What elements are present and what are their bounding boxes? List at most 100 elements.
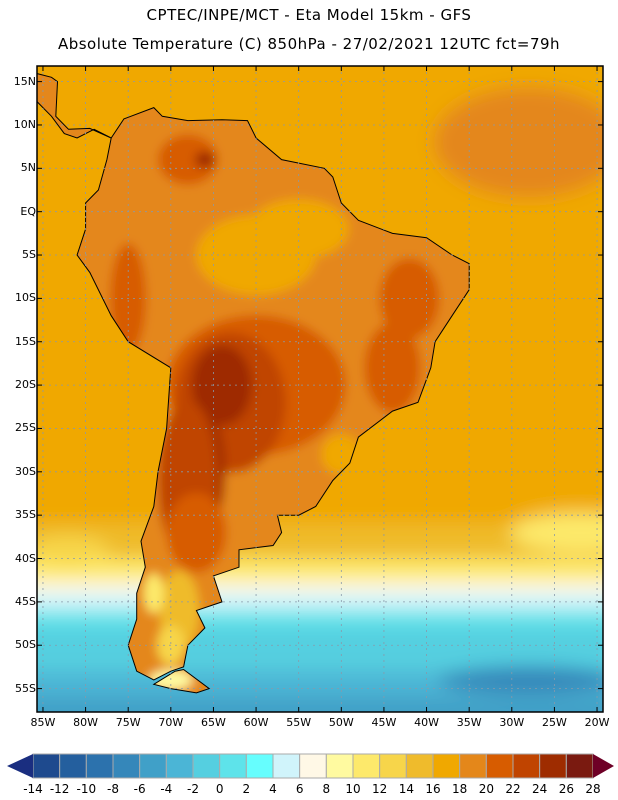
colorbar-swatch <box>432 753 461 779</box>
lon-label: 75W <box>115 716 141 729</box>
colorbar-label: 6 <box>295 782 304 796</box>
temperature-blob <box>166 492 227 573</box>
temperature-blob <box>364 322 421 413</box>
warm-region <box>433 87 603 198</box>
lon-label: 30W <box>499 716 525 729</box>
lon-label: 80W <box>73 716 99 729</box>
colorbar-label: -14 <box>23 782 43 796</box>
colorbar-swatch <box>299 753 327 779</box>
lon-label: 40W <box>414 716 439 729</box>
lon-label: 70W <box>158 716 184 729</box>
colorbar-label: 12 <box>372 782 388 796</box>
temperature-band <box>37 627 603 672</box>
lat-lon-grid <box>37 66 603 712</box>
colorbar-label: 2 <box>242 782 251 796</box>
lat-label: 10N <box>13 117 36 131</box>
colorbar-label: 18 <box>452 782 468 796</box>
lon-label: 60W <box>243 716 269 729</box>
colorbar-swatch <box>245 753 274 779</box>
colorbar-label: 16 <box>425 782 441 796</box>
colorbar-swatch <box>85 753 114 779</box>
colorbar-label: 0 <box>215 782 224 796</box>
colorbar-label: 20 <box>478 782 494 796</box>
temperature-blob <box>143 573 164 614</box>
temperature-band <box>37 580 603 594</box>
colorbar-over-arrow <box>593 754 614 778</box>
colorbar-swatch <box>165 753 194 779</box>
colorbar-swatch <box>192 753 221 779</box>
lon-label: 85W <box>30 716 56 729</box>
lat-label: 5S <box>22 248 36 262</box>
temperature-blob <box>194 151 215 168</box>
lat-label: 55S <box>15 681 36 695</box>
lon-label: 45W <box>371 716 397 729</box>
lat-label: 40S <box>15 551 36 565</box>
colorbar-label: 28 <box>585 782 601 796</box>
colorbar-label: 8 <box>322 782 331 796</box>
colorbar <box>7 753 614 779</box>
temperature-band <box>37 523 603 559</box>
lat-label: 20S <box>15 378 36 392</box>
lat-label: 15S <box>15 334 36 348</box>
colorbar-label: -10 <box>76 782 97 796</box>
colorbar-label: 14 <box>398 782 414 796</box>
lat-label: 15N <box>13 74 36 88</box>
colorbar-swatch <box>565 753 594 779</box>
colorbar-swatch <box>112 753 141 779</box>
lon-label: 25W <box>541 716 567 729</box>
lat-label: EQ <box>20 204 36 218</box>
colorbar-label: 4 <box>269 782 277 796</box>
temperature-blob <box>157 134 218 185</box>
colorbar-label: -6 <box>133 782 146 796</box>
lon-label: 65W <box>201 716 226 729</box>
colorbar-swatch <box>459 753 487 779</box>
colorbar-swatch <box>32 753 61 779</box>
colorbar-swatch <box>379 753 407 779</box>
map-frame <box>36 65 604 713</box>
lat-label: 30S <box>15 464 36 478</box>
lon-label: 50W <box>328 716 354 729</box>
cool-region <box>37 535 109 564</box>
lat-label: 35S <box>15 508 36 522</box>
lat-label: 45S <box>15 594 36 608</box>
colorbar-label: -4 <box>160 782 173 796</box>
colorbar-label: 22 <box>505 782 521 796</box>
temperature-band <box>37 558 603 581</box>
colorbar-label: 10 <box>345 782 361 796</box>
colorbar-label: -8 <box>107 782 119 796</box>
colorbar-label: -2 <box>187 782 199 796</box>
temperature-band <box>37 610 603 628</box>
cool-region <box>510 512 603 553</box>
lat-label: 50S <box>15 638 36 652</box>
colorbar-swatch <box>272 753 301 779</box>
colorbar-swatch <box>485 753 514 779</box>
temperature-band <box>37 697 603 712</box>
colorbar-swatch <box>512 753 541 779</box>
lat-label: 5N <box>20 161 36 175</box>
lon-label: 55W <box>286 716 312 729</box>
lat-label: 10S <box>15 291 36 305</box>
colorbar-swatch <box>59 753 87 779</box>
lon-label: 20W <box>584 716 610 729</box>
colorbar-swatch <box>352 753 381 779</box>
colorbar-swatch <box>325 753 354 779</box>
colorbar-swatch <box>539 753 567 779</box>
lat-label: 25S <box>15 421 36 435</box>
colorbar-swatch <box>405 753 434 779</box>
colorbar-label: -12 <box>49 782 70 796</box>
colorbar-under-arrow <box>7 754 33 778</box>
colorbar-swatch <box>139 753 167 779</box>
axis-ticks <box>37 66 603 712</box>
temperature-blob <box>191 345 252 426</box>
chart-title-line2: Absolute Temperature (C) 850hPa - 27/02/… <box>57 35 561 53</box>
cold-region <box>438 665 603 694</box>
colorbar-label: 26 <box>558 782 574 796</box>
lon-label: 35W <box>456 716 482 729</box>
chart-title-line1: CPTEC/INPE/MCT - Eta Model 15km - GFS <box>146 6 472 24</box>
colorbar-label: 24 <box>532 782 548 796</box>
colorbar-swatch <box>219 753 247 779</box>
